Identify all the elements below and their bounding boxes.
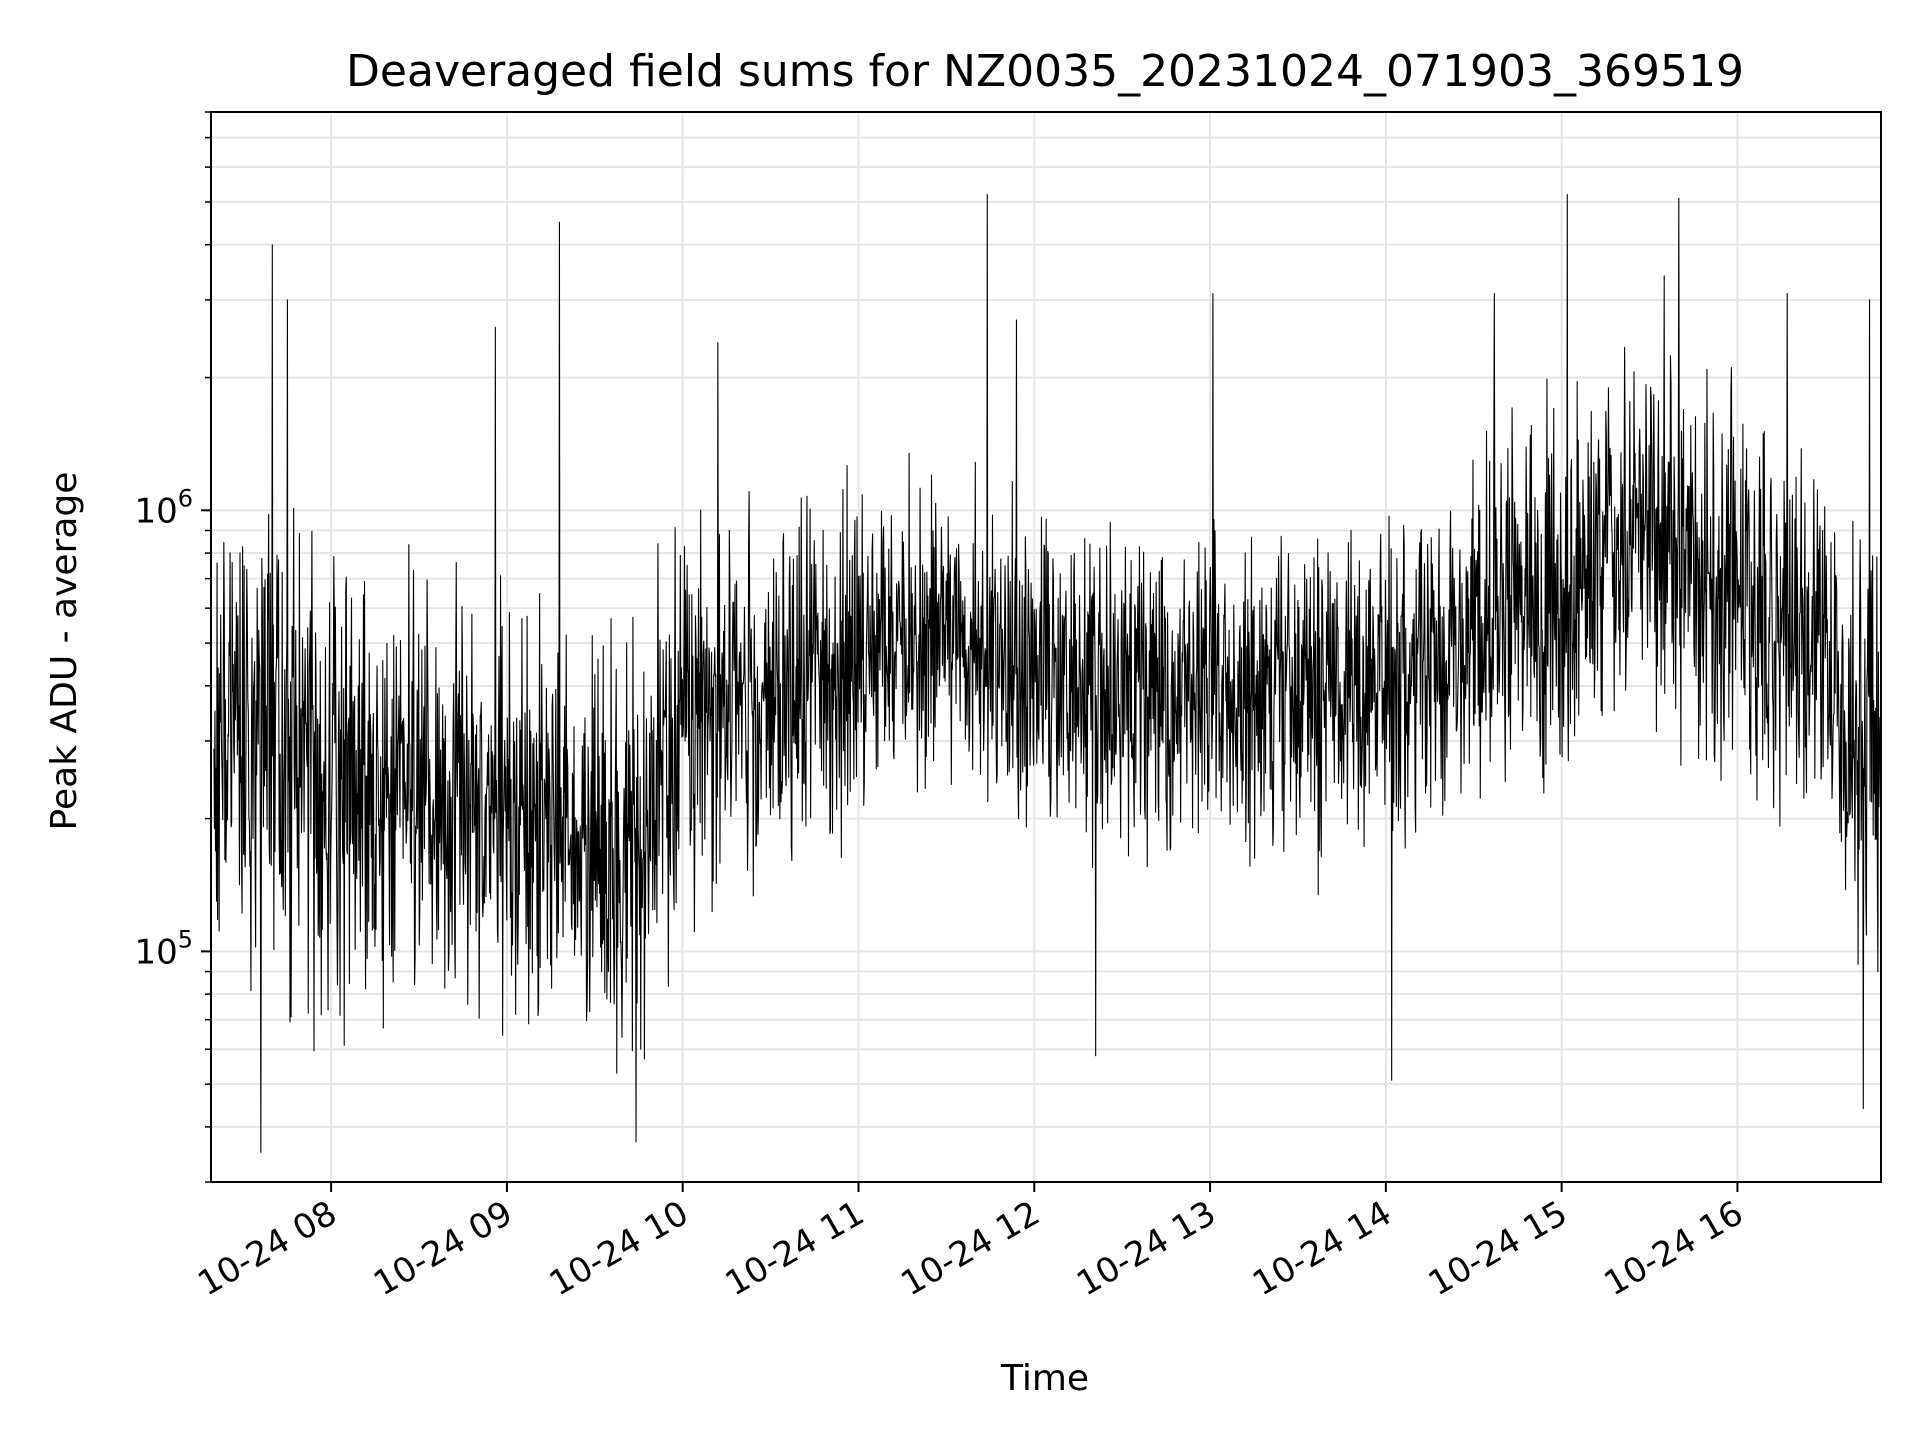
data-series <box>213 193 1882 1154</box>
x-axis-label: Time <box>1000 1358 1089 1399</box>
y-axis-label: Peak ADU - average <box>44 472 85 831</box>
y-axis: 105 106 <box>134 111 211 1183</box>
data-series-line <box>213 193 1882 1154</box>
plot-frame <box>210 111 1882 1183</box>
y-tick-label: 106 <box>134 484 193 531</box>
chart-title: Deaveraged field sums for NZ0035_2023102… <box>346 46 1744 97</box>
y-tick-label: 105 <box>134 925 193 972</box>
